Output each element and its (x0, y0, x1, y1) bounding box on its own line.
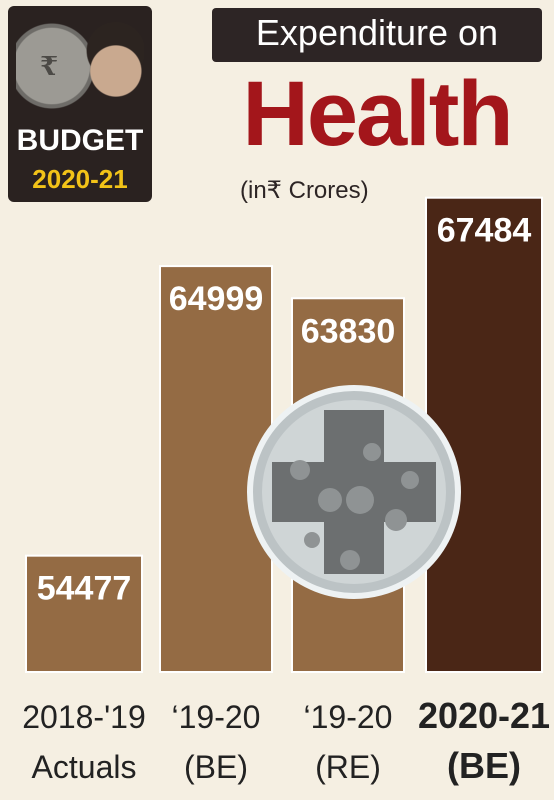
category-label-2-0: ‘19-20 (304, 699, 393, 735)
category-label-2-1: (RE) (315, 749, 381, 785)
coin-icon: ₹ (40, 52, 59, 82)
bar-value-label-2: 63830 (301, 312, 396, 350)
chart-title-line2: Health (242, 63, 513, 165)
title-banner (212, 8, 542, 62)
category-label-1-0: ‘19-20 (172, 699, 261, 735)
badge-title: BUDGET (16, 124, 144, 157)
chart-unit-label: (in₹ Crores) (240, 177, 369, 204)
category-label-1-1: (BE) (184, 749, 248, 785)
bar-value-label-0: 54477 (37, 570, 132, 608)
bar-0 (25, 554, 143, 673)
chart-title-line1: Expenditure on (255, 12, 499, 53)
budget-badge: ₹ BUDGET 2020-21 (8, 6, 152, 202)
category-label-0-0: 2018-'19 (22, 699, 146, 735)
category-label-0-1: Actuals (32, 749, 137, 785)
category-label-3-0: 2020-21 (418, 695, 550, 736)
bar-3 (425, 196, 543, 673)
badge-year: 2020-21 (32, 164, 128, 194)
bar-value-label-1: 64999 (169, 280, 264, 318)
minister-photo: ₹ (16, 16, 144, 116)
category-label-3-1: (BE) (447, 745, 521, 786)
bar-value-label-3: 67484 (437, 212, 532, 250)
health-plus-icon (247, 385, 461, 599)
